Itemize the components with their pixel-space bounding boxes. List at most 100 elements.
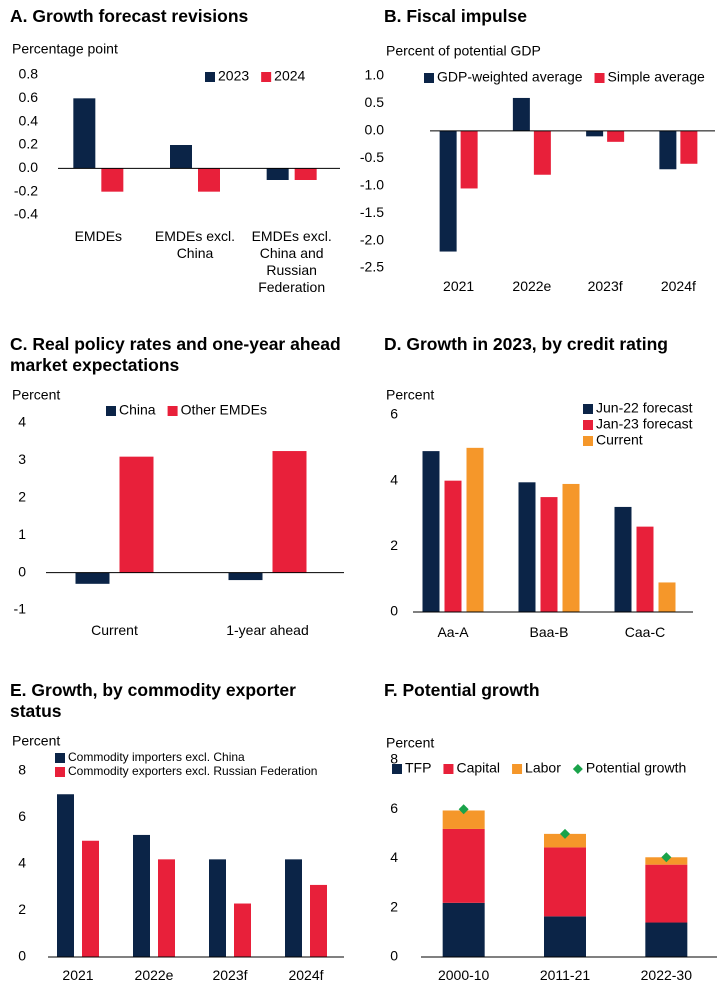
x-tick-label: 1-year ahead [226, 622, 309, 638]
y-tick-label: 6 [390, 800, 398, 816]
legend-swatch [594, 73, 605, 83]
legend-label: Commodity importers excl. China [68, 750, 245, 764]
y-tick-label: 8 [18, 762, 26, 778]
y-tick-label: -0.2 [14, 182, 38, 198]
bar [586, 130, 604, 137]
x-tick-label: Baa-B [529, 624, 569, 640]
bar-segment [442, 902, 485, 957]
x-tick-label: Current [91, 622, 138, 638]
bar [460, 130, 478, 189]
x-tick-label: 2023f [587, 278, 623, 294]
legend-swatch [392, 764, 402, 774]
bar [75, 572, 110, 584]
y-tick-label: 0.2 [19, 136, 39, 152]
x-tick-label: 2024f [288, 967, 324, 983]
y-tick-label: 0 [390, 603, 398, 619]
legend-swatch [167, 406, 178, 416]
y-tick-label: -0.5 [360, 149, 384, 165]
chart-title: D. Growth in 2023, by credit rating [384, 334, 668, 354]
y-tick-label: 2 [18, 489, 26, 505]
legend-label: Potential growth [586, 760, 686, 776]
y-axis-label: Percent [386, 735, 434, 751]
bar [444, 480, 462, 612]
x-tick-label: 2000-10 [437, 967, 490, 983]
legend-label: China [119, 402, 156, 418]
bar [636, 526, 654, 612]
chart-title: F. Potential growth [384, 680, 540, 700]
bar [209, 859, 226, 957]
y-tick-label: 8 [390, 751, 398, 767]
x-tick-label: 2011-21 [539, 967, 591, 983]
marker [458, 804, 469, 815]
bar-segment [645, 864, 688, 923]
bar [659, 130, 677, 170]
legend-swatch [261, 72, 272, 82]
x-tick-label: Aa-A [437, 624, 469, 640]
y-tick-label: 2 [18, 901, 26, 917]
y-tick-label: -1 [14, 601, 27, 617]
y-tick-label: 4 [390, 471, 398, 487]
x-tick-label: 2024f [660, 278, 696, 294]
y-tick-label: -0.4 [14, 206, 38, 222]
x-tick-label: EMDEs excl. China and Russian Federation [251, 228, 332, 295]
legend-label: Labor [525, 760, 561, 776]
y-tick-label: 0.6 [19, 89, 39, 105]
y-axis-label: Percent of potential GDP [386, 43, 541, 59]
legend-label: GDP-weighted average [437, 69, 583, 85]
y-tick-label: 2 [390, 537, 398, 553]
bar-segment [544, 916, 586, 957]
legend-swatch [512, 764, 523, 774]
legend-swatch [106, 406, 116, 416]
bar [607, 130, 625, 142]
y-tick-label: 0.0 [19, 159, 39, 175]
legend-swatch [583, 404, 593, 414]
x-tick-label: Caa-C [624, 624, 666, 640]
legend-swatch [583, 436, 593, 446]
bar-segment [544, 847, 586, 917]
chart-title: B. Fiscal impulse [384, 6, 527, 26]
bar [234, 903, 251, 957]
legend-swatch [55, 753, 65, 763]
x-tick-label: EMDEs excl. China [154, 228, 236, 261]
bar [285, 859, 302, 957]
y-tick-label: 0.8 [19, 66, 39, 82]
legend-label: Capital [456, 760, 500, 776]
x-tick-label: 2023f [212, 967, 248, 983]
legend-label: Current [596, 432, 643, 448]
y-tick-label: 6 [18, 808, 26, 824]
bar-segment [645, 922, 688, 957]
bar [439, 130, 457, 252]
bar [422, 451, 440, 612]
bar [518, 482, 536, 612]
y-tick-label: -1.0 [360, 176, 384, 192]
legend-label: Other EMDEs [181, 402, 267, 418]
legend-label: Commodity exporters excl. Russian Federa… [68, 764, 317, 778]
bar [680, 130, 698, 164]
x-tick-label: 2021 [443, 278, 475, 294]
chart-title: A. Growth forecast revisions [10, 6, 249, 26]
bar [533, 130, 551, 175]
y-tick-label: 0 [390, 948, 398, 964]
y-tick-label: 0.4 [19, 112, 39, 128]
y-tick-label: 3 [18, 451, 26, 467]
bar [466, 447, 484, 612]
y-tick-label: 0.5 [365, 94, 385, 110]
bar-segment [442, 810, 485, 829]
legend-label: TFP [405, 760, 431, 776]
legend-label: Jan-23 forecast [596, 416, 693, 432]
bar [614, 506, 632, 612]
bar [540, 497, 558, 612]
bar [57, 794, 74, 957]
legend-marker [572, 764, 583, 774]
y-tick-label: -2.5 [360, 259, 384, 275]
x-tick-label: EMDEs [74, 228, 123, 244]
bar [82, 840, 99, 957]
y-tick-label: 0.0 [365, 122, 385, 138]
bar [562, 483, 580, 612]
y-tick-label: -1.5 [360, 204, 384, 220]
y-tick-label: 6 [390, 406, 398, 422]
bar-segment [442, 828, 485, 903]
x-tick-label: 2021 [62, 967, 94, 983]
